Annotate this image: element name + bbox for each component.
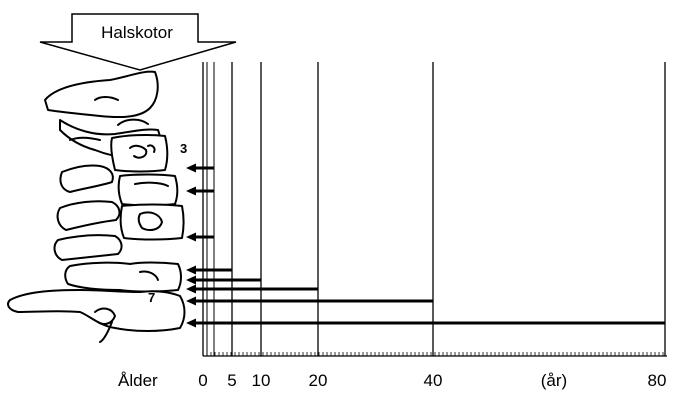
- vertebra-label-7: 7: [148, 290, 155, 305]
- spine-illustration: [7, 70, 186, 343]
- ossification-arrow-c5-age-0: [186, 232, 214, 242]
- ossification-arrow-c6-age-20: [186, 284, 318, 294]
- age-axis: 0 5 10 20 40 80: [198, 352, 667, 390]
- ossification-arrow-c4-age-0: [186, 186, 214, 196]
- axis-tick-label-80: 80: [648, 371, 667, 390]
- axis-tick-label-0: 0: [198, 371, 207, 390]
- axis-label: Ålder: [118, 371, 158, 390]
- ossification-arrow-c6-age-5: [186, 265, 232, 275]
- ossification-arrow-c7-age-40: [186, 296, 433, 306]
- age-grid-lines: [202, 62, 666, 356]
- ossification-arrows: [186, 163, 665, 328]
- ossification-arrow-c3-age-0: [186, 163, 214, 173]
- header-arrow-shape: [39, 13, 237, 71]
- vertebra-label-3: 3: [180, 141, 187, 156]
- axis-tick-label-40: 40: [424, 371, 443, 390]
- ossification-arrow-c7-age-80: [186, 318, 665, 328]
- header-label: Halskotor: [101, 23, 173, 42]
- axis-tick-label-20: 20: [309, 371, 328, 390]
- ossification-arrow-c6-age-10: [186, 275, 261, 285]
- axis-unit: (år): [541, 371, 567, 390]
- axis-tick-label-5: 5: [227, 371, 236, 390]
- axis-tick-label-10: 10: [252, 371, 271, 390]
